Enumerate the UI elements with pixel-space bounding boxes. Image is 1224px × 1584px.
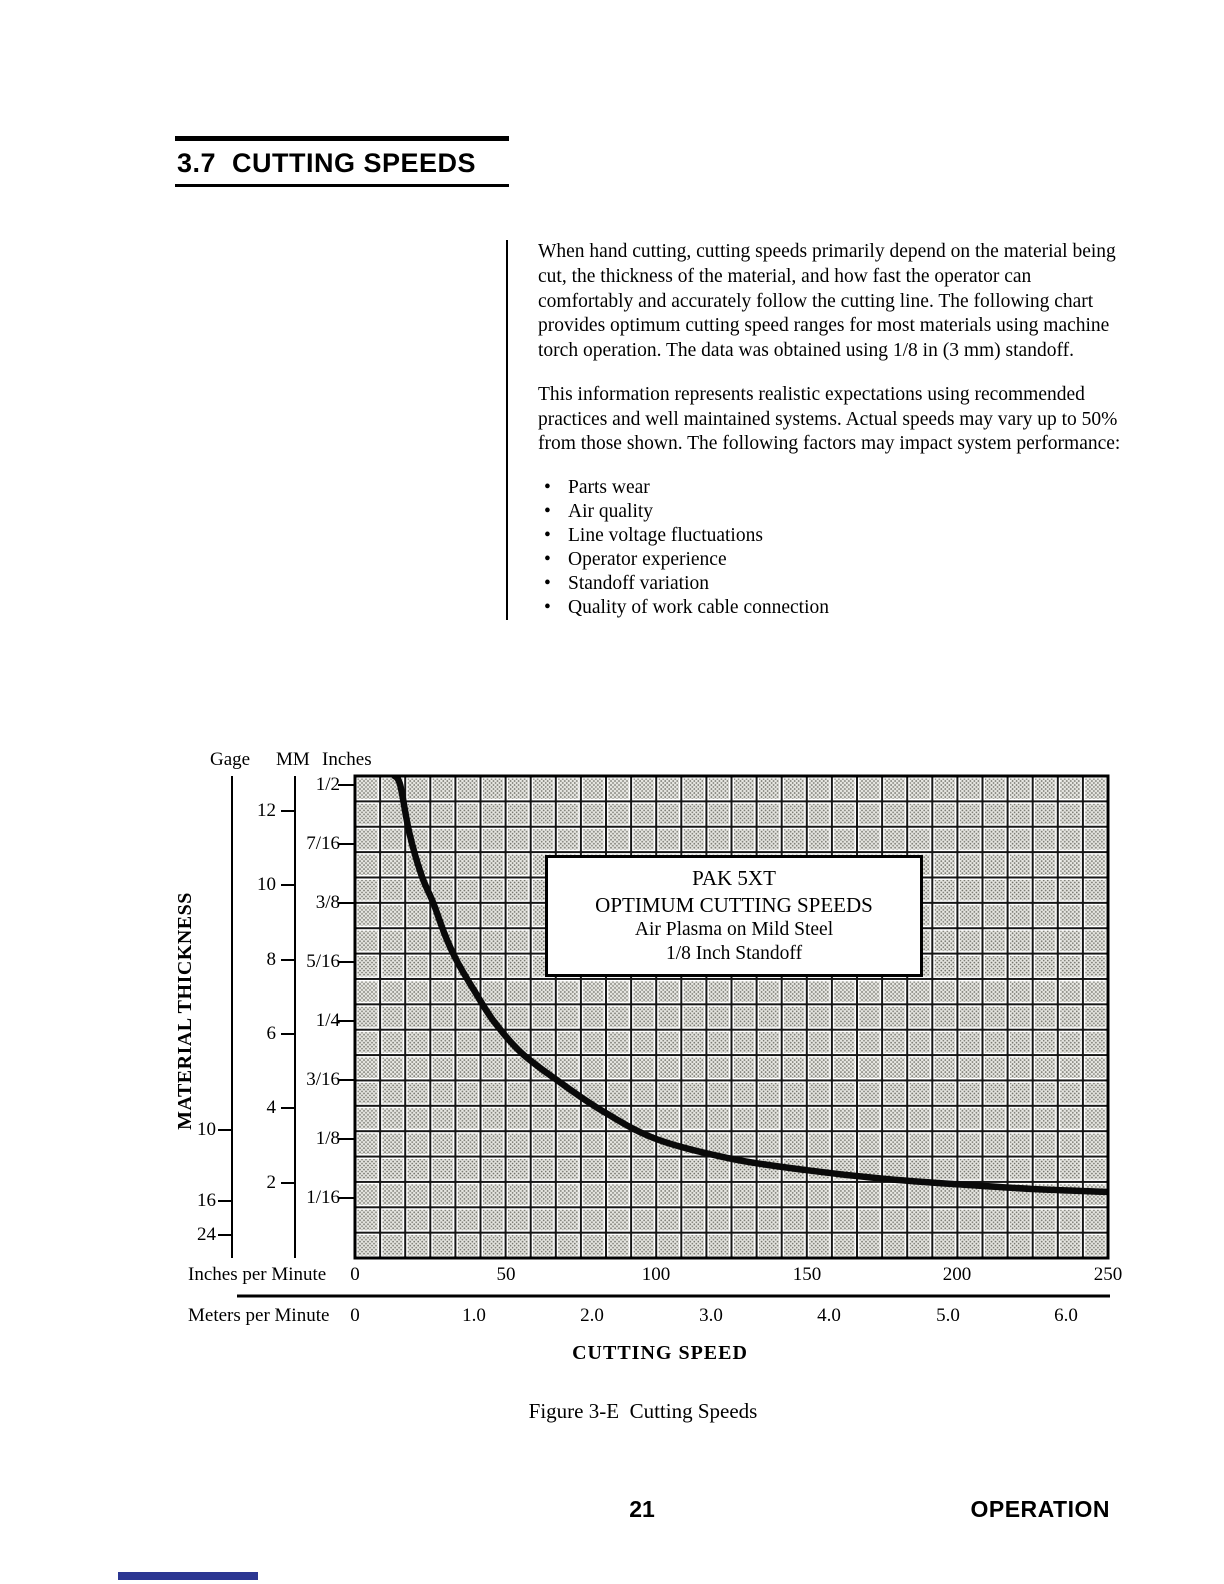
header-rule-bottom <box>175 184 509 187</box>
page-number: 21 <box>629 1496 655 1522</box>
chart-canvas <box>218 774 1110 1298</box>
x-tick-ipm: 200 <box>942 1264 972 1285</box>
y-tick-mm: 12 <box>257 800 276 821</box>
list-item: Standoff variation <box>538 572 1124 596</box>
x-tick-ipm: 100 <box>641 1264 671 1285</box>
section-title: 3.7 CUTTING SPEEDS <box>177 148 477 178</box>
legend-model: PAK 5XT <box>692 866 776 891</box>
list-item: Operator experience <box>538 548 1124 572</box>
x-tick-mpm: 3.0 <box>699 1305 723 1326</box>
section-header: 3.7 CUTTING SPEEDS <box>175 136 509 187</box>
header-rule-top <box>175 136 509 141</box>
mm-tick-marks <box>281 810 295 1184</box>
x-tick-mpm: 5.0 <box>936 1305 960 1326</box>
x-tick-ipm: 0 <box>350 1264 360 1285</box>
y-tick-inches: 3/16 <box>306 1069 340 1090</box>
y-tick-gage: 10 <box>197 1119 216 1140</box>
cutting-speed-chart: Gage MM Inches 1/2 7/16 3/8 5/16 1/4 3/1… <box>174 745 1140 1377</box>
body-text-column: When hand cutting, cutting speeds primar… <box>506 240 1124 620</box>
y-tick-inches: 3/8 <box>315 892 340 913</box>
x-tick-mpm: 2.0 <box>580 1305 604 1326</box>
mpm-axis-label: Meters per Minute <box>188 1305 330 1326</box>
x-axis-title: CUTTING SPEED <box>572 1342 748 1364</box>
footer-section-label: OPERATION <box>970 1496 1110 1522</box>
ipm-axis-label: Inches per Minute <box>188 1264 327 1285</box>
y-tick-mm: 4 <box>266 1097 277 1118</box>
x-tick-ipm: 250 <box>1093 1264 1123 1285</box>
gage-tick-marks <box>218 1129 232 1236</box>
paragraph-2: This information represents realistic ex… <box>538 383 1121 455</box>
x-tick-ipm: 150 <box>792 1264 822 1285</box>
col-header-gage: Gage <box>210 749 251 770</box>
legend-material: Air Plasma on Mild Steel <box>634 918 834 940</box>
chart-legend-box: PAK 5XT OPTIMUM CUTTING SPEEDS Air Plasm… <box>545 855 923 977</box>
y-tick-gage: 16 <box>197 1190 216 1211</box>
y-tick-inches: 1/8 <box>315 1128 340 1149</box>
list-item: Air quality <box>538 500 1124 524</box>
y-tick-gage: 24 <box>197 1224 216 1245</box>
x-tick-ipm: 50 <box>496 1264 516 1285</box>
legend-title: OPTIMUM CUTTING SPEEDS <box>595 892 873 917</box>
x-tick-mpm: 4.0 <box>817 1305 841 1326</box>
y-tick-inches: 1/2 <box>315 774 340 795</box>
x-tick-mpm: 1.0 <box>462 1305 486 1326</box>
col-header-mm: MM <box>276 749 310 770</box>
x-tick-mpm: 0 <box>350 1305 360 1326</box>
y-tick-mm: 6 <box>266 1023 277 1044</box>
y-tick-inches: 1/4 <box>315 1010 340 1031</box>
list-item: Line voltage fluctuations <box>538 524 1124 548</box>
y-tick-mm: 8 <box>266 949 277 970</box>
list-item: Quality of work cable connection <box>538 596 1124 620</box>
legend-standoff: 1/8 Inch Standoff <box>665 943 803 965</box>
list-item: Parts wear <box>538 476 1124 500</box>
y-tick-mm: 2 <box>266 1172 277 1193</box>
cutting-speed-curve <box>391 776 1108 1196</box>
col-header-inches: Inches <box>322 749 372 770</box>
footer-accent-bar <box>118 1572 258 1580</box>
y-tick-inches: 5/16 <box>306 951 340 972</box>
y-axis-title: MATERIAL THICKNESS <box>174 892 196 1130</box>
paragraph-1: When hand cutting, cutting speeds primar… <box>538 241 1116 361</box>
y-tick-inches: 7/16 <box>306 833 340 854</box>
y-tick-inches: 1/16 <box>306 1187 340 1208</box>
y-tick-mm: 10 <box>257 874 276 895</box>
x-tick-mpm: 6.0 <box>1054 1305 1078 1326</box>
inches-tick-marks <box>338 784 355 1199</box>
figure-caption: Figure 3-E Cutting Speeds <box>528 1399 758 1423</box>
factors-list: Parts wear Air quality Line voltage fluc… <box>538 476 1124 620</box>
plot-border <box>353 774 1110 1260</box>
